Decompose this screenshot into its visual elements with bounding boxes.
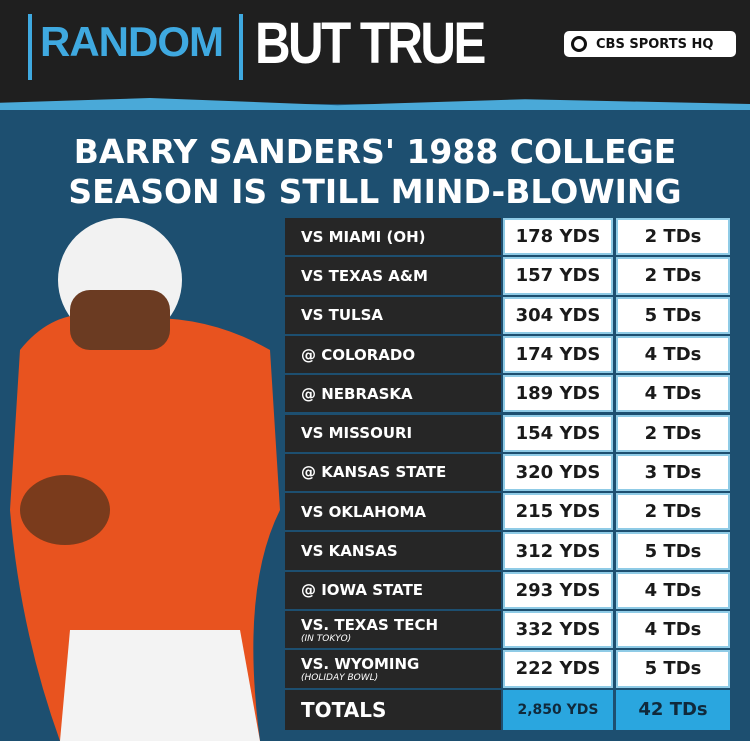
brand: CBS SPORTS HQ (564, 31, 736, 57)
opponent-cell: VS KANSAS (285, 532, 501, 570)
opponent: VS. WYOMING (301, 654, 420, 673)
opponent-cell: @ KANSAS STATE (285, 453, 501, 492)
tds-cell: 3 TDs (616, 453, 730, 492)
header-title: BUT TRUE (255, 11, 486, 76)
opponent: VS KANSAS (301, 542, 398, 561)
opponent-cell: VS TULSA (285, 296, 501, 334)
tag: RANDOM (40, 18, 224, 65)
opponent: @ COLORADO (301, 345, 416, 364)
opponent: VS TULSA (301, 306, 384, 325)
tds-cell: 5 TDs (616, 650, 730, 688)
yards-cell: 332 YDS (503, 611, 613, 649)
tds-cell: 4 TDs (616, 611, 730, 649)
brand-eye (571, 36, 587, 52)
totals-label: TOTALS (285, 689, 501, 730)
tds-cell: 2 TDs (616, 257, 730, 295)
headline-line: BARRY SANDERS' 1988 COLLEGE (73, 132, 677, 171)
tds-cell: 5 TDs (616, 532, 730, 570)
yards-cell: 293 YDS (503, 571, 613, 609)
opponent: @ KANSAS STATE (301, 463, 447, 482)
opponent: VS MISSOURI (301, 424, 413, 443)
opponent-cell: VS. TEXAS TECH (IN TOKYO) (285, 611, 501, 649)
opponent-cell: @ NEBRASKA (285, 375, 501, 413)
opponent: VS TEXAS A&M (301, 266, 428, 285)
tds-cell: 2 TDs (616, 414, 730, 452)
opponent-note: (IN TOKYO) (301, 633, 352, 644)
totals-yards: 2,850 YDS (503, 689, 613, 730)
opponent-cell: VS MIAMI (OH) (285, 218, 501, 256)
tds-cell: 4 TDs (616, 571, 730, 609)
opponent-cell: VS MISSOURI (285, 414, 501, 452)
totals-tds: 42 TDs (616, 689, 730, 730)
headline: BARRY SANDERS' 1988 COLLEGE SEASON IS ST… (0, 132, 750, 212)
tds-cell: 2 TDs (616, 218, 730, 256)
opponent: @ NEBRASKA (301, 384, 413, 403)
yards-cell: 312 YDS (503, 532, 613, 570)
yards-cell: 157 YDS (503, 257, 613, 295)
yards-cell: 222 YDS (503, 650, 613, 688)
opponent: VS OKLAHOMA (301, 502, 427, 521)
tds-cell: 4 TDs (616, 375, 730, 413)
headline-line: SEASON IS STILL MIND-BLOWING (68, 172, 682, 211)
opponent: VS MIAMI (OH) (301, 227, 426, 246)
player-illustration (10, 218, 280, 741)
opponent-cell: VS. WYOMING (HOLIDAY BOWL) (285, 650, 501, 688)
torn-edge (0, 98, 750, 110)
yards-cell: 178 YDS (503, 218, 613, 256)
opponent: @ IOWA STATE (301, 581, 424, 600)
opponent-note: (HOLIDAY BOWL) (301, 672, 379, 683)
yards-cell: 215 YDS (503, 493, 613, 531)
tag-brackets (28, 14, 243, 80)
yards-cell: 320 YDS (503, 453, 613, 492)
yards-cell: 304 YDS (503, 296, 613, 334)
opponent-cell: @ IOWA STATE (285, 571, 501, 609)
tds-cell: 5 TDs (616, 296, 730, 334)
yards-cell: 154 YDS (503, 414, 613, 452)
opponent-cell: @ COLORADO (285, 335, 501, 374)
opponent-cell: VS TEXAS A&M (285, 257, 501, 295)
tds-cell: 2 TDs (616, 493, 730, 531)
yards-cell: 174 YDS (503, 335, 613, 374)
yards-cell: 189 YDS (503, 375, 613, 413)
tds-cell: 4 TDs (616, 335, 730, 374)
opponent: VS. TEXAS TECH (301, 615, 439, 634)
opponent-cell: VS OKLAHOMA (285, 493, 501, 531)
